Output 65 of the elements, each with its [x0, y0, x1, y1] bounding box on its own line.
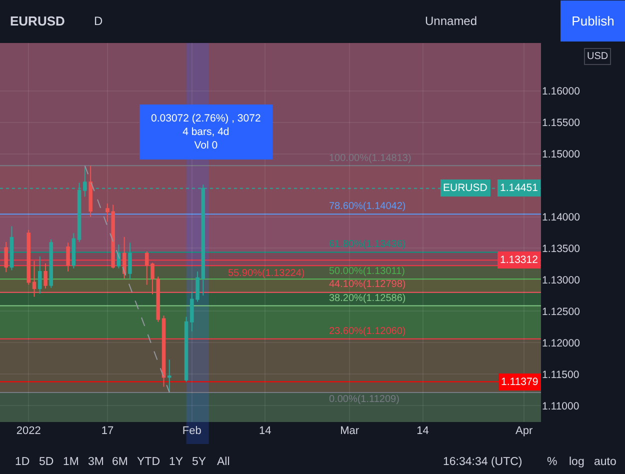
candlestick	[128, 242, 132, 280]
annotation: 0.03072 (2.76%) , 3072 4 bars, 4d Vol 0	[151, 112, 261, 152]
annotation: 50.00%(1.13011)	[329, 266, 405, 277]
y-tick-label: 1.15000	[542, 148, 580, 160]
x-tick-label: Feb	[182, 425, 202, 437]
x-tick-label: Apr	[516, 425, 533, 437]
y-tick-label: 1.12000	[542, 337, 580, 350]
text: 1D	[15, 456, 30, 468]
y-tick-label: 1.16000	[542, 86, 580, 98]
y-tick-label: 1.13000	[542, 274, 580, 286]
x-tick-label: 14	[258, 425, 272, 437]
ref-line-label: 1.14451	[500, 182, 538, 194]
chart-title: EURUSD	[10, 14, 65, 29]
candlestick	[72, 232, 76, 269]
y-tick-label: 1.14000	[542, 211, 580, 224]
text: 16:34:34 (UTC)	[443, 456, 522, 468]
text: 3M	[88, 456, 104, 468]
candlestick	[83, 166, 87, 198]
text: USD	[587, 51, 608, 62]
candlestick	[32, 260, 36, 298]
ref-line-label: 1.13312	[500, 254, 538, 266]
text: Publish	[572, 14, 614, 28]
candlestick	[122, 236, 126, 279]
candlestick	[144, 250, 149, 286]
candlestick	[66, 242, 70, 272]
y-tick-label: 1.12500	[542, 306, 580, 318]
annotation: 55.90%(1.13224)	[228, 268, 305, 279]
candlestick	[4, 241, 8, 273]
text: 1Y	[169, 456, 184, 468]
text: %	[547, 456, 558, 468]
candlestick	[49, 238, 54, 288]
candlestick	[38, 256, 42, 294]
annotation: 78.60%(1.14042)	[329, 201, 406, 212]
annotation: 44.10%(1.12798)	[329, 279, 406, 290]
text: Unnamed	[425, 14, 478, 28]
candlestick	[168, 359, 172, 393]
candlestick	[184, 316, 188, 382]
annotation: 38.20%(1.12586)	[329, 293, 406, 304]
text: log	[569, 456, 584, 468]
text: YTD	[137, 456, 160, 468]
candlestick	[88, 165, 92, 218]
y-tick-label: 1.15500	[542, 117, 580, 130]
ref-line-label: 1.11379	[501, 376, 538, 388]
candlestick	[10, 226, 14, 271]
text: 5D	[39, 456, 54, 468]
x-tick-label: 14	[416, 425, 429, 437]
text: 1M	[63, 456, 79, 468]
candlestick	[162, 315, 166, 388]
text: 6M	[112, 456, 128, 468]
y-tick-label: 1.11500	[542, 368, 580, 381]
text: auto	[594, 456, 616, 468]
x-tick-label: 17	[101, 425, 114, 437]
candlestick	[44, 262, 48, 290]
y-tick-label: 1.11000	[542, 400, 580, 412]
x-tick-label: Mar	[340, 425, 360, 437]
text: All	[217, 456, 230, 468]
text: D	[94, 14, 103, 28]
text: EURUSD	[443, 182, 488, 194]
y-tick-label: 1.13500	[542, 242, 580, 255]
text: 5Y	[192, 456, 206, 468]
annotation: 23.60%(1.12060)	[329, 326, 406, 337]
annotation: 0.00%(1.11209)	[329, 394, 400, 405]
candlestick	[26, 229, 30, 286]
x-tick-label: 2022	[16, 425, 41, 437]
annotation: 61.80%(1.13436)	[329, 239, 406, 250]
